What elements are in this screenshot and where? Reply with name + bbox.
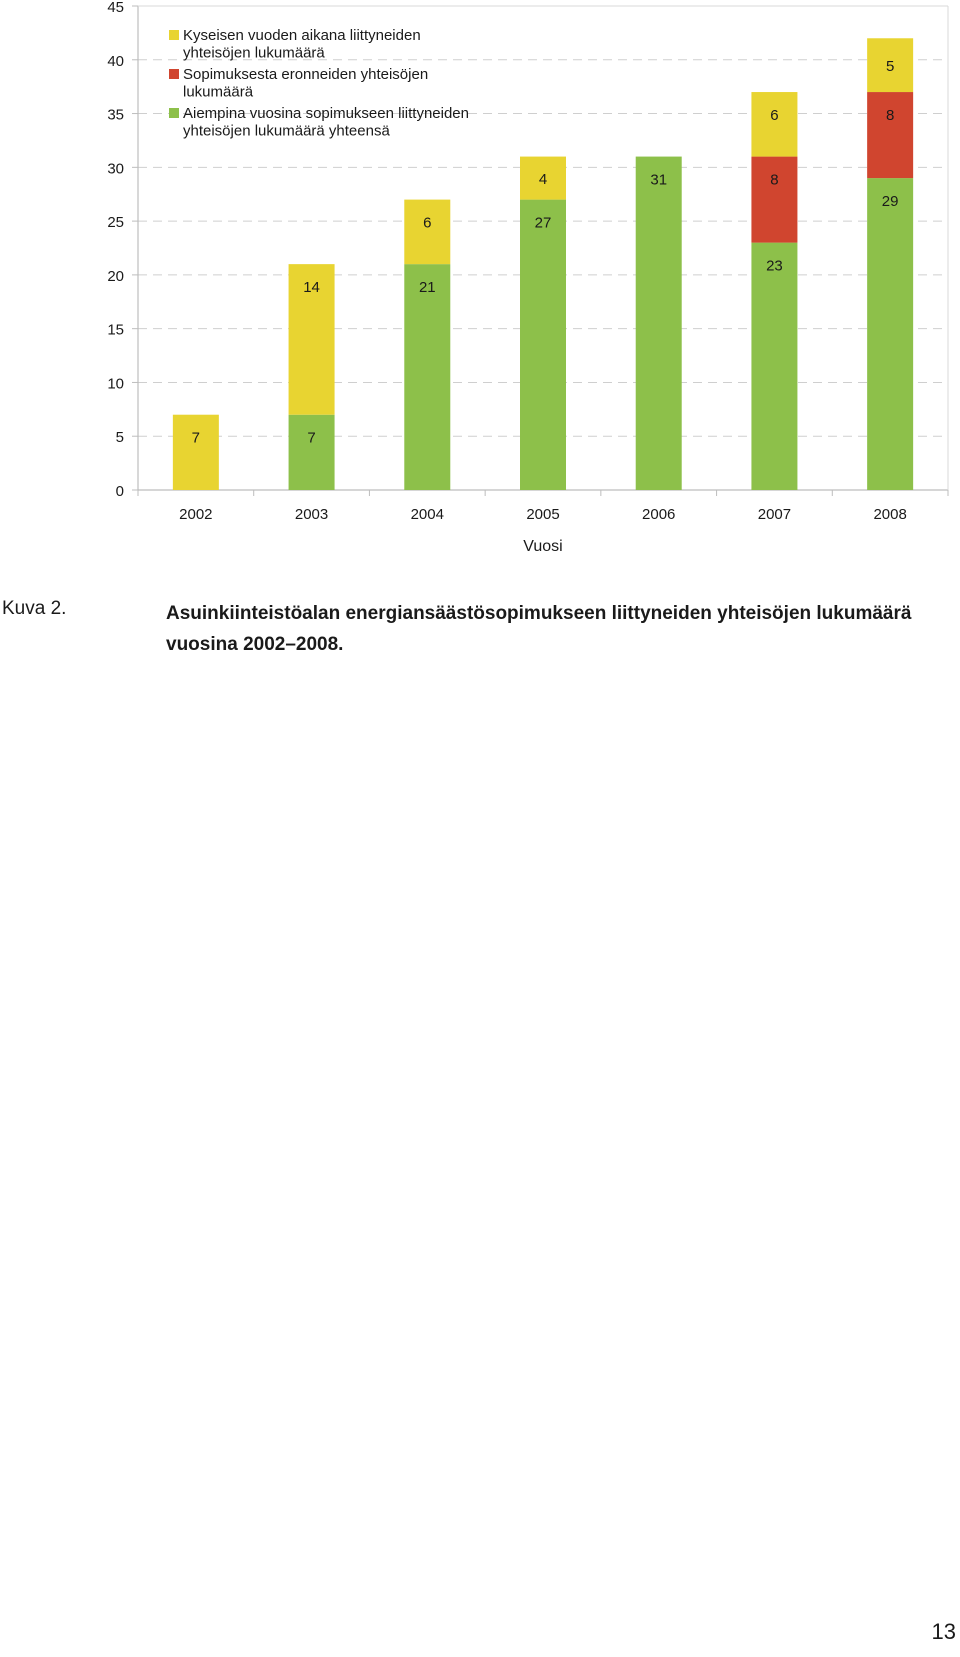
x-tick-label-2005: 2005 — [526, 506, 559, 523]
bar-segment-2005-s2 — [520, 156, 566, 200]
data-label-2006-s0: 31 — [650, 172, 667, 189]
legend: Kyseisen vuoden aikana liittyneidenyhtei… — [169, 27, 469, 140]
bars — [172, 38, 914, 491]
x-axis-label: Vuosi — [523, 538, 562, 555]
data-label-2003-s0: 7 — [307, 430, 315, 447]
y-tick-label: 35 — [107, 107, 124, 124]
x-tick-label-2006: 2006 — [642, 506, 675, 523]
data-label-2005-s2: 4 — [539, 171, 547, 188]
y-tick-label: 15 — [107, 322, 124, 339]
y-tick-label: 20 — [107, 268, 124, 285]
x-tick-label-2002: 2002 — [179, 506, 212, 523]
bar-segment-2007-s1 — [751, 156, 798, 243]
caption-label: Kuva 2. — [2, 598, 67, 619]
data-label-2008-s1: 8 — [886, 107, 894, 124]
data-label-2008-s2: 5 — [886, 58, 894, 75]
bar-segment-2006-s0 — [635, 156, 682, 491]
legend-swatch-2 — [169, 108, 179, 118]
y-tick-label: 45 — [107, 0, 124, 16]
x-tick-label-2004: 2004 — [411, 506, 444, 523]
legend-swatch-1 — [169, 69, 179, 79]
y-tick-label: 5 — [116, 429, 124, 446]
data-label-2002-s2: 7 — [192, 430, 200, 447]
bar-segment-2004-s0 — [404, 264, 451, 490]
legend-entry-2: yhteisöjen lukumäärä yhteensä — [183, 123, 390, 140]
x-tick-label-2003: 2003 — [295, 506, 328, 523]
y-tick-label: 40 — [107, 53, 124, 70]
x-tick-label-2008: 2008 — [873, 506, 906, 523]
legend-entry-0: Kyseisen vuoden aikana liittyneiden — [183, 27, 421, 44]
bar-segment-2005-s0 — [520, 199, 566, 490]
bar-segment-2008-s0 — [867, 178, 914, 491]
bar-segment-2003-s0 — [288, 414, 335, 490]
x-tick-label-2007: 2007 — [758, 506, 791, 523]
bar-segment-2004-s2 — [404, 199, 451, 265]
y-tick-label: 0 — [116, 483, 124, 500]
bar-segment-2008-s1 — [867, 92, 914, 179]
data-label-2004-s2: 6 — [423, 215, 431, 232]
bar-segment-2003-s2 — [288, 264, 335, 415]
data-label-2008-s0: 29 — [882, 193, 899, 210]
legend-entry-1: Sopimuksesta eronneiden yhteisöjen — [183, 66, 428, 83]
bar-segment-2007-s2 — [751, 92, 798, 157]
page-number: 13 — [931, 1619, 956, 1644]
data-labels: 7 7 14 21 6 27 4 31 23 8 6 29 8 5 — [192, 58, 899, 447]
y-tick-label: 25 — [107, 214, 124, 231]
data-label-2007-s0: 23 — [766, 258, 783, 275]
legend-entry-1: lukumäärä — [183, 84, 254, 101]
legend-swatch-0 — [169, 30, 179, 40]
y-tick-label: 30 — [107, 160, 124, 177]
y-tick-label: 10 — [107, 375, 124, 392]
data-label-2005-s0: 27 — [535, 215, 552, 232]
data-label-2003-s2: 14 — [303, 279, 320, 296]
bar-segment-2002-s2 — [172, 414, 219, 490]
legend-entry-0: yhteisöjen lukumäärä — [183, 45, 325, 62]
legend-entry-2: Aiempina vuosina sopimukseen liittyneide… — [183, 105, 469, 122]
data-label-2004-s0: 21 — [419, 279, 436, 296]
bar-segment-2008-s2 — [867, 38, 914, 93]
bar-segment-2007-s0 — [751, 242, 798, 490]
caption-text: Asuinkiinteistöalan energiansäästösopimu… — [166, 603, 912, 655]
data-label-2007-s2: 6 — [770, 107, 778, 124]
data-label-2007-s1: 8 — [770, 172, 778, 189]
